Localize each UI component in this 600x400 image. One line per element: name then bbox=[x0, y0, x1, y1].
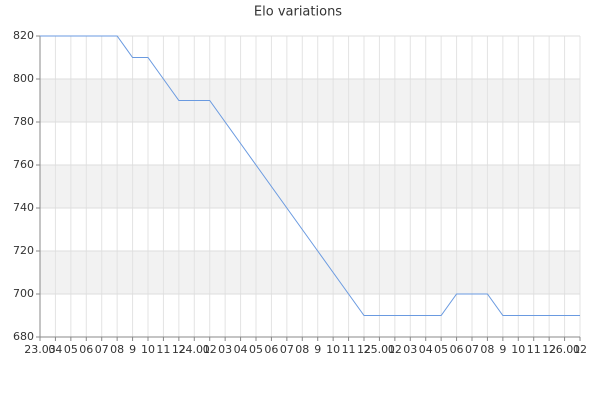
y-tick-label: 820 bbox=[13, 29, 34, 42]
x-tick-label: 04 bbox=[419, 343, 433, 356]
x-tick-label: 12 bbox=[357, 343, 371, 356]
x-tick-label: 02 bbox=[573, 343, 587, 356]
x-tick-label: 9 bbox=[129, 343, 136, 356]
x-tick-label: 07 bbox=[280, 343, 294, 356]
y-tick-label: 780 bbox=[13, 115, 34, 128]
series-line bbox=[40, 35, 580, 316]
x-tick-label: 08 bbox=[110, 343, 124, 356]
x-tick-label: 26.01 bbox=[549, 343, 581, 356]
x-tick-label: 25.01 bbox=[364, 343, 396, 356]
y-tick-label: 720 bbox=[13, 244, 34, 257]
x-tick-label: 03 bbox=[403, 343, 417, 356]
x-tick-label: 03 bbox=[218, 343, 232, 356]
x-tick-label: 07 bbox=[465, 343, 479, 356]
y-tick-label: 680 bbox=[13, 330, 34, 343]
y-tick-label: 760 bbox=[13, 158, 34, 171]
x-tick-label: 10 bbox=[141, 343, 155, 356]
x-tick-label: 12 bbox=[172, 343, 186, 356]
x-tick-label: 08 bbox=[480, 343, 494, 356]
x-tick-label: 07 bbox=[95, 343, 109, 356]
x-tick-label: 08 bbox=[295, 343, 309, 356]
x-tick-label: 06 bbox=[264, 343, 278, 356]
x-tick-label: 04 bbox=[234, 343, 248, 356]
x-tick-label: 11 bbox=[342, 343, 356, 356]
x-tick-label: 10 bbox=[326, 343, 340, 356]
y-tick-label: 700 bbox=[13, 287, 34, 300]
y-tick-label: 740 bbox=[13, 201, 34, 214]
x-tick-label: 10 bbox=[511, 343, 525, 356]
x-tick-label: 05 bbox=[434, 343, 448, 356]
x-tick-label: 11 bbox=[156, 343, 170, 356]
band bbox=[40, 79, 580, 122]
y-tick-label: 800 bbox=[13, 72, 34, 85]
x-tick-label: 12 bbox=[542, 343, 556, 356]
chart-title: Elo variations bbox=[254, 5, 342, 20]
x-tick-label: 9 bbox=[499, 343, 506, 356]
x-tick-label: 05 bbox=[249, 343, 263, 356]
x-tick-label: 06 bbox=[79, 343, 93, 356]
band bbox=[40, 165, 580, 208]
band bbox=[40, 251, 580, 294]
x-tick-label: 9 bbox=[314, 343, 321, 356]
x-tick-label: 04 bbox=[48, 343, 62, 356]
x-tick-label: 06 bbox=[450, 343, 464, 356]
x-tick-label: 24.01 bbox=[179, 343, 211, 356]
x-tick-label: 02 bbox=[388, 343, 402, 356]
x-tick-label: 05 bbox=[64, 343, 78, 356]
x-tick-label: 23.03 bbox=[24, 343, 56, 356]
x-tick-label: 02 bbox=[203, 343, 217, 356]
x-tick-label: 11 bbox=[527, 343, 541, 356]
